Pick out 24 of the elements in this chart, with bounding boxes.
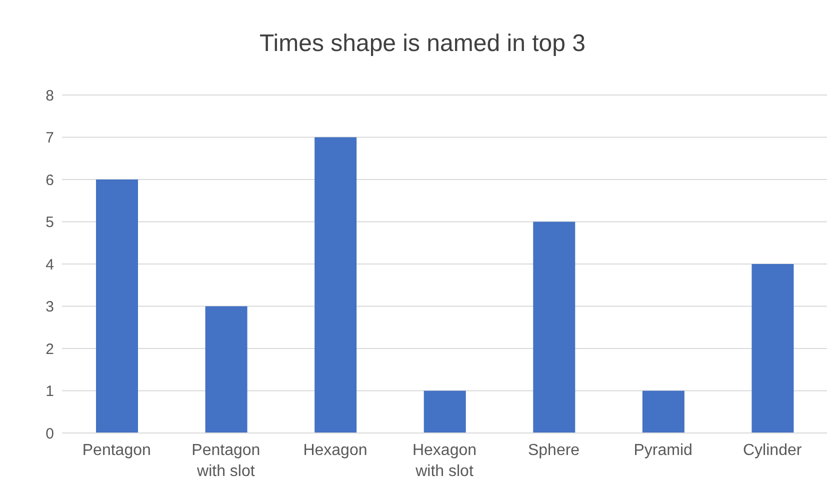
- x-tick-label: Pyramid: [634, 442, 692, 459]
- bar: [205, 306, 248, 433]
- x-tick-label: Hexagon with slot: [412, 442, 477, 480]
- y-tick-label: 7: [46, 130, 54, 147]
- y-tick-label: 0: [46, 425, 54, 442]
- x-tick-label: Sphere: [528, 442, 580, 459]
- x-tick-label: Cylinder: [743, 442, 802, 459]
- y-tick-label: 8: [46, 87, 54, 104]
- y-tick-label: 3: [46, 298, 54, 316]
- chart-title: Times shape is named in top 3: [258, 30, 586, 58]
- bar: [752, 264, 794, 433]
- bar: [642, 390, 684, 433]
- bar: [314, 137, 357, 433]
- bar: [533, 222, 576, 433]
- x-tick-label: Pentagon: [82, 442, 151, 459]
- y-tick-label: 2: [46, 340, 54, 358]
- bar: [96, 180, 138, 433]
- x-tick-label: Pentagon with slot: [192, 442, 260, 480]
- y-tick-label: 1: [46, 383, 54, 400]
- x-tick-label: Hexagon: [303, 442, 368, 459]
- bar: [424, 390, 466, 433]
- y-tick-label: 5: [46, 214, 54, 232]
- y-tick-label: 6: [46, 172, 54, 189]
- y-tick-label: 4: [46, 256, 54, 274]
